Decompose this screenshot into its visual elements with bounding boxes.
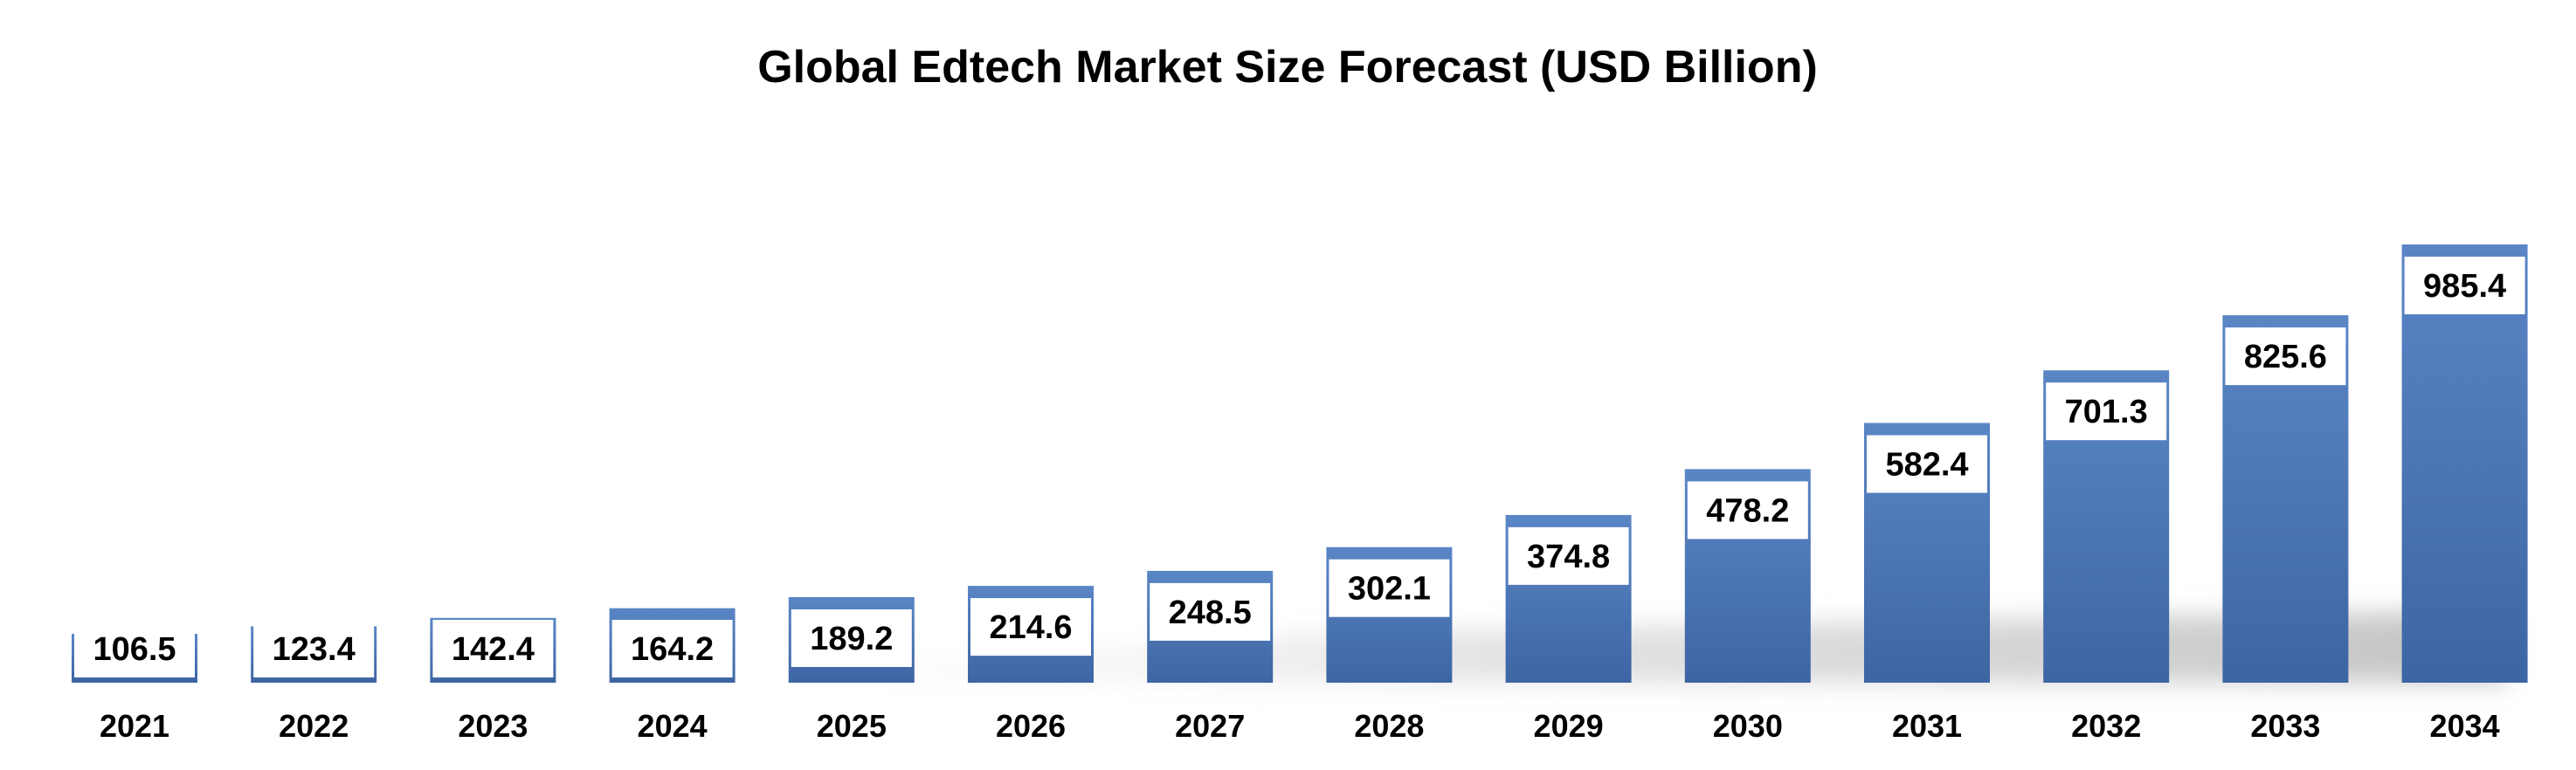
bar-2034 <box>2401 244 2528 683</box>
data-label-box <box>2046 382 2167 441</box>
x-tick-label: 2027 <box>1175 708 1245 744</box>
bars-group <box>72 244 2528 683</box>
x-tick-label: 2024 <box>638 708 708 744</box>
x-tick-label: 2021 <box>100 708 169 744</box>
x-tick-label: 2025 <box>817 708 887 744</box>
data-label-box <box>791 609 912 667</box>
data-label-box <box>970 598 1091 657</box>
data-label-box <box>1508 526 1629 585</box>
data-label: 248.5 <box>1169 595 1252 631</box>
x-axis-ticks: 2021 2022 2023 2024 2025 2026 2027 2028 2029 2030… <box>100 708 2500 744</box>
chart-title: Global Edtech Market Size Forecast (USD … <box>757 42 1818 93</box>
x-tick-label: 2028 <box>1354 708 1424 744</box>
data-label: 985.4 <box>2423 268 2506 305</box>
x-tick-label: 2034 <box>2430 708 2500 744</box>
data-label-box <box>1150 582 1271 641</box>
x-tick-label: 2026 <box>996 708 1066 744</box>
data-label: 106.5 <box>93 631 176 668</box>
data-label: 478.2 <box>1706 492 1789 529</box>
x-tick-label: 2032 <box>2071 708 2141 744</box>
x-tick-label: 2023 <box>458 708 528 744</box>
x-tick-label: 2029 <box>1534 708 1604 744</box>
data-label-box <box>2225 327 2346 386</box>
x-tick-label: 2031 <box>1892 708 1962 744</box>
data-label-box <box>1867 435 1987 493</box>
x-tick-label: 2030 <box>1713 708 1783 744</box>
data-labels-group: 106.5 123.4 142.4 164.2 189.2 214.6 248.5 302.1… <box>74 257 2525 677</box>
data-label: 123.4 <box>273 631 356 668</box>
data-label: 214.6 <box>989 609 1072 646</box>
data-label-box <box>1329 559 1450 617</box>
data-label-box <box>253 620 375 677</box>
data-label-box <box>2404 257 2525 314</box>
data-label: 142.4 <box>452 631 535 668</box>
data-label: 701.3 <box>2065 394 2148 430</box>
data-label: 302.1 <box>1348 571 1431 608</box>
data-label-box <box>74 620 195 677</box>
data-label-box <box>611 620 733 677</box>
data-label: 164.2 <box>631 631 714 668</box>
x-tick-label: 2022 <box>279 708 349 744</box>
data-label: 825.6 <box>2244 339 2327 375</box>
data-label: 582.4 <box>1885 447 1968 484</box>
data-label-box <box>432 620 554 677</box>
x-tick-label: 2033 <box>2250 708 2320 744</box>
data-label-box <box>1687 481 1808 540</box>
data-label: 189.2 <box>810 621 893 657</box>
data-label: 374.8 <box>1527 539 1610 575</box>
